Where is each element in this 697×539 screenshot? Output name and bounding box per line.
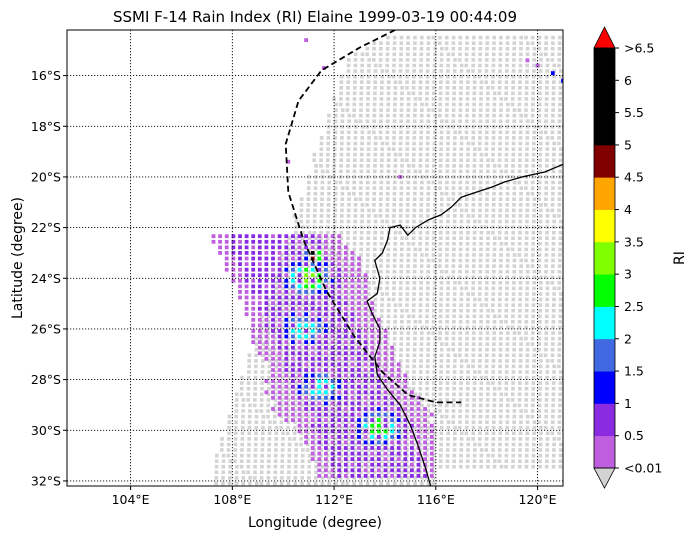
y-axis-label: Latitude (degree) <box>10 197 26 319</box>
colorbar-bin <box>594 274 615 307</box>
colorbar-bin <box>594 80 615 114</box>
y-tick-label: 22°S <box>31 220 61 235</box>
colorbar-tick-label: 6 <box>624 73 632 88</box>
plot-frame <box>66 29 564 487</box>
colorbar-bin <box>594 48 615 81</box>
x-tick-label: 108°E <box>213 492 251 507</box>
colorbar-tick-label: 4 <box>624 202 632 217</box>
colorbar-tick-label: 5.5 <box>624 105 644 120</box>
y-axis-ticks: 16°S 18°S 20°S 22°S 24°S 26°S 28°S 30°S 32°S <box>31 68 67 488</box>
x-tick-label: 104°E <box>112 492 150 507</box>
colorbar-frame <box>593 47 616 469</box>
y-tick-label: 28°S <box>31 372 61 387</box>
colorbar-tick-label: 4.5 <box>624 170 644 185</box>
y-tick-label: 32°S <box>31 473 61 488</box>
colorbar-bin <box>594 371 615 404</box>
colorbar-under-arrow <box>593 467 616 489</box>
colorbar-tick-label: 1.5 <box>624 364 644 379</box>
colorbar-bins <box>594 48 615 469</box>
colorbar: 6 5.5 5 4.5 4 3.5 3 2.5 2 1.5 1 0.5 >6.5 <0.01 RI <box>593 26 688 489</box>
colorbar-bin <box>594 403 615 437</box>
colorbar-top-label: >6.5 <box>624 41 654 56</box>
y-tick-label: 30°S <box>31 423 61 438</box>
colorbar-bin <box>594 241 615 275</box>
colorbar-bin <box>594 144 615 178</box>
colorbar-bin <box>594 306 615 340</box>
y-tick-label: 20°S <box>31 169 61 184</box>
y-tick-label: 16°S <box>31 68 61 83</box>
colorbar-bin <box>594 338 615 372</box>
graticule <box>67 30 563 486</box>
colorbar-tick-label: 3 <box>624 267 632 282</box>
colorbar-bin <box>594 112 615 146</box>
colorbar-tick-label: 2 <box>624 331 632 346</box>
colorbar-tick-label: 5 <box>624 137 632 152</box>
colorbar-bin <box>594 177 615 210</box>
coastline-line <box>366 163 563 486</box>
coastline <box>366 163 563 486</box>
plot-title: SSMI F-14 Rain Index (RI) Elaine 1999-03… <box>113 8 517 26</box>
colorbar-bottom-label: <0.01 <box>624 461 662 476</box>
colorbar-tick-label: 2.5 <box>624 299 644 314</box>
map-plot-area <box>66 29 564 487</box>
x-tick-label: 112°E <box>315 492 353 507</box>
colorbar-tick-label: 0.5 <box>624 428 644 443</box>
x-axis-label: Longitude (degree) <box>248 515 382 531</box>
rain-index-swath <box>214 35 563 486</box>
colorbar-bin <box>594 209 615 243</box>
y-tick-label: 26°S <box>31 321 61 336</box>
y-tick-label: 18°S <box>31 119 61 134</box>
x-tick-label: 120°E <box>519 492 557 507</box>
colorbar-tick-label: 1 <box>624 396 632 411</box>
colorbar-tick-label: 3.5 <box>624 234 644 249</box>
colorbar-label: RI <box>672 251 688 265</box>
x-tick-label: 116°E <box>417 492 455 507</box>
colorbar-bin <box>594 435 615 469</box>
colorbar-ticks: 6 5.5 5 4.5 4 3.5 3 2.5 2 1.5 1 0.5 <box>615 47 644 469</box>
y-tick-label: 24°S <box>31 271 61 286</box>
colorbar-over-arrow <box>593 26 616 49</box>
x-axis-ticks: 104°E 108°E 112°E 116°E 120°E <box>112 486 557 507</box>
